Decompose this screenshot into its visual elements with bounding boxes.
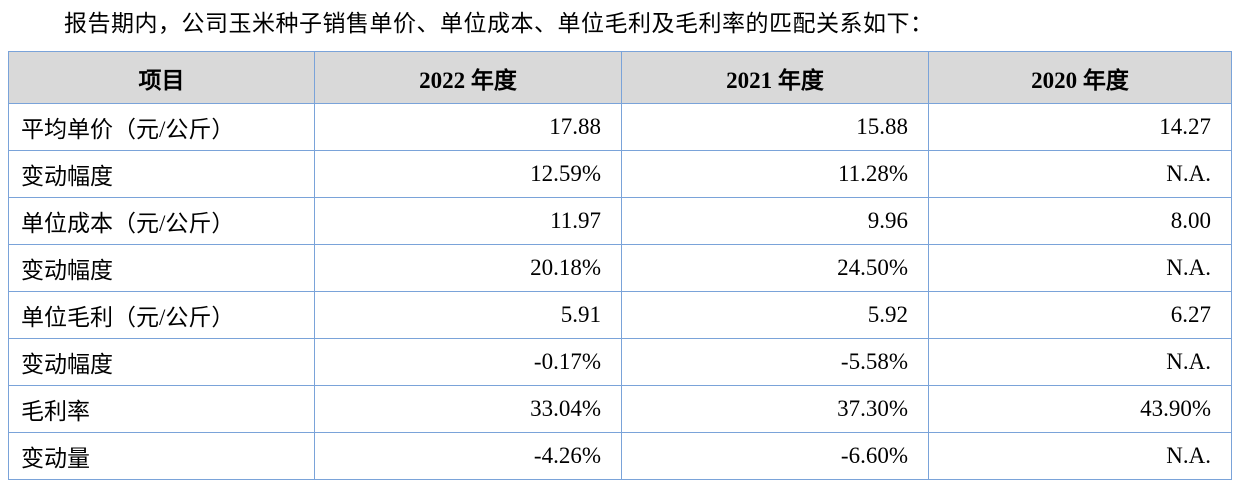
row-value: -6.60% (621, 432, 929, 480)
row-value: -0.17% (314, 338, 622, 386)
row-value: 33.04% (314, 385, 622, 433)
header-year-2021: 2021 年度 (621, 51, 929, 104)
table-row: 单位毛利（元/公斤） 5.91 5.92 6.27 (8, 291, 1232, 339)
row-value: N.A. (928, 338, 1232, 386)
row-value: -4.26% (314, 432, 622, 480)
row-value: 14.27 (928, 103, 1232, 151)
table-row: 变动幅度 20.18% 24.50% N.A. (8, 244, 1232, 292)
header-year-2022: 2022 年度 (314, 51, 622, 104)
table-body: 平均单价（元/公斤） 17.88 15.88 14.27 变动幅度 12.59% 11.28… (8, 103, 1232, 480)
row-label: 变动幅度 (8, 338, 315, 386)
table-row: 毛利率 33.04% 37.30% 43.90% (8, 385, 1232, 433)
header-year-2020: 2020 年度 (928, 51, 1232, 104)
row-value: 11.97 (314, 197, 622, 245)
row-label: 变动幅度 (8, 150, 315, 198)
row-value: 5.91 (314, 291, 622, 339)
row-label: 毛利率 (8, 385, 315, 433)
row-value: 17.88 (314, 103, 622, 151)
table-row: 变动幅度 -0.17% -5.58% N.A. (8, 338, 1232, 386)
table-row: 平均单价（元/公斤） 17.88 15.88 14.27 (8, 103, 1232, 151)
corn-seed-metrics-table: 项目 2022 年度 2021 年度 2020 年度 平均单价（元/公斤） 17.… (8, 51, 1232, 480)
row-value: 24.50% (621, 244, 929, 292)
table-header: 项目 2022 年度 2021 年度 2020 年度 (8, 51, 1232, 104)
row-value: N.A. (928, 244, 1232, 292)
row-value: N.A. (928, 432, 1232, 480)
table-row: 单位成本（元/公斤） 11.97 9.96 8.00 (8, 197, 1232, 245)
row-value: 6.27 (928, 291, 1232, 339)
header-item: 项目 (8, 51, 315, 104)
row-value: 15.88 (621, 103, 929, 151)
table-header-row: 项目 2022 年度 2021 年度 2020 年度 (8, 51, 1232, 104)
row-value: -5.58% (621, 338, 929, 386)
row-label: 变动幅度 (8, 244, 315, 292)
row-label: 单位毛利（元/公斤） (8, 291, 315, 339)
row-value: 8.00 (928, 197, 1232, 245)
row-label: 变动量 (8, 432, 315, 480)
row-value: 9.96 (621, 197, 929, 245)
row-value: 12.59% (314, 150, 622, 198)
row-value: 20.18% (314, 244, 622, 292)
row-value: 11.28% (621, 150, 929, 198)
table-row: 变动量 -4.26% -6.60% N.A. (8, 432, 1232, 480)
intro-paragraph: 报告期内，公司玉米种子销售单价、单位成本、单位毛利及毛利率的匹配关系如下： (64, 11, 934, 36)
row-value: N.A. (928, 150, 1232, 198)
row-value: 37.30% (621, 385, 929, 433)
row-value: 43.90% (928, 385, 1232, 433)
row-value: 5.92 (621, 291, 929, 339)
row-label: 平均单价（元/公斤） (8, 103, 315, 151)
row-label: 单位成本（元/公斤） (8, 197, 315, 245)
table-row: 变动幅度 12.59% 11.28% N.A. (8, 150, 1232, 198)
